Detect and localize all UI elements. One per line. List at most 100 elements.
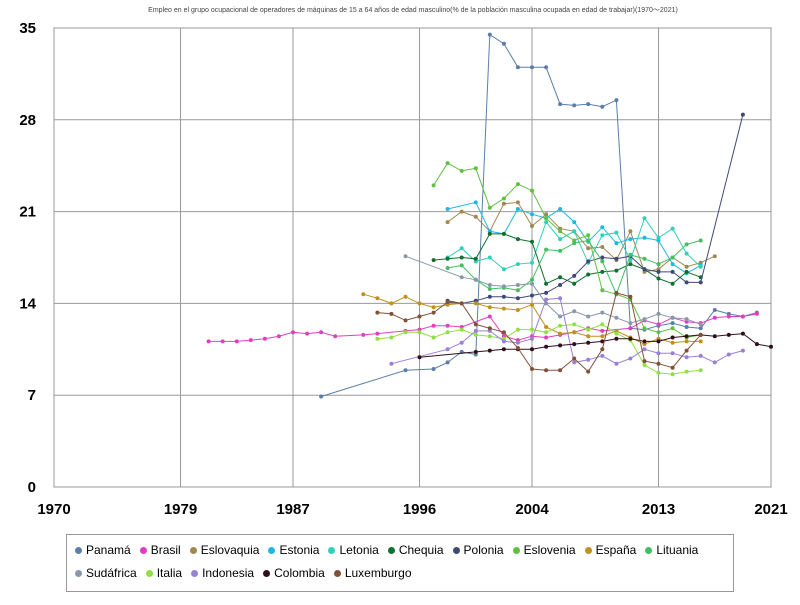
legend-label: Sudáfrica	[86, 566, 137, 580]
data-point-eslovaquia	[473, 214, 478, 219]
data-point-italia	[544, 330, 549, 335]
data-point-panama	[501, 41, 506, 46]
data-point-panama	[684, 325, 689, 329]
y-tick-label: 14	[19, 295, 36, 312]
x-tick-label: 1987	[276, 501, 309, 518]
data-point-luxemburgo	[403, 318, 408, 323]
data-point-italia	[459, 327, 464, 332]
data-point-brasil	[754, 311, 759, 316]
data-point-espana	[389, 301, 394, 306]
data-point-espana	[431, 305, 436, 310]
legend-item-estonia: Estonia	[268, 543, 319, 557]
data-point-luxemburgo	[572, 356, 577, 361]
data-point-espana	[515, 308, 520, 312]
data-point-colombia	[600, 339, 605, 344]
data-point-eslovaquia	[515, 200, 520, 205]
data-point-italia	[600, 322, 605, 327]
data-point-eslovaquia	[600, 245, 605, 249]
data-point-indonesia	[642, 347, 647, 352]
data-point-espana	[487, 305, 492, 310]
data-point-italia	[403, 330, 408, 335]
data-point-chequia	[670, 281, 675, 286]
data-point-estonia	[670, 262, 675, 267]
data-point-italia	[642, 363, 647, 367]
legend-label: Chequia	[398, 543, 444, 557]
data-point-indonesia	[600, 353, 605, 358]
data-point-indonesia	[684, 355, 689, 360]
data-point-indonesia	[558, 296, 563, 301]
data-point-espana	[361, 292, 366, 297]
data-point-eslovenia	[501, 196, 506, 201]
data-point-polonia	[515, 296, 520, 301]
data-point-luxemburgo	[670, 365, 675, 370]
y-tick-label: 35	[19, 20, 36, 37]
data-point-luxemburgo	[642, 359, 647, 364]
data-point-luxemburgo	[389, 311, 394, 316]
data-point-eslovenia	[544, 216, 549, 221]
series-italia	[375, 322, 703, 377]
data-point-eslovaquia	[712, 254, 717, 259]
data-point-polonia	[614, 256, 619, 261]
legend-item-espana: España	[584, 543, 637, 557]
data-point-lituania	[572, 241, 577, 246]
data-point-estonia	[530, 212, 534, 217]
data-point-lituania	[487, 287, 492, 291]
legend-label: Polonia	[463, 543, 504, 557]
data-point-lituania	[445, 266, 450, 270]
data-point-letonia	[544, 220, 549, 225]
data-point-sudafrica	[684, 317, 689, 322]
data-point-colombia	[473, 349, 478, 354]
data-point-indonesia	[473, 328, 478, 333]
data-point-sudafrica	[670, 315, 675, 320]
data-point-lituania	[670, 255, 675, 260]
legend-marker	[584, 546, 592, 554]
x-tick-label: 2004	[515, 501, 549, 518]
data-point-panama	[698, 326, 703, 331]
legend-label: España	[595, 543, 637, 557]
data-point-lituania	[656, 262, 661, 267]
data-point-espana	[417, 301, 422, 306]
data-point-letonia	[558, 237, 563, 242]
data-point-chequia	[445, 256, 450, 261]
data-point-chequia	[431, 258, 436, 263]
data-point-indonesia	[586, 357, 591, 362]
data-point-letonia	[656, 235, 661, 240]
data-point-brasil	[305, 331, 310, 336]
data-point-espana	[530, 302, 534, 307]
data-point-colombia	[614, 336, 619, 341]
data-point-letonia	[530, 260, 534, 265]
data-point-brasil	[740, 314, 745, 319]
data-point-colombia	[754, 342, 759, 347]
data-point-indonesia	[628, 356, 633, 361]
legend-marker	[263, 569, 271, 577]
legend-item-luxemburgo: Luxemburgo	[333, 566, 412, 580]
x-tick-label: 2013	[642, 501, 675, 518]
data-point-estonia	[642, 235, 647, 240]
data-point-eslovenia	[656, 330, 661, 335]
data-point-espana	[473, 301, 478, 306]
data-point-lituania	[642, 256, 647, 261]
data-point-panama	[670, 321, 675, 326]
data-point-panama	[544, 65, 549, 70]
data-point-estonia	[614, 241, 619, 246]
data-point-eslovaquia	[445, 220, 450, 225]
data-point-estonia	[445, 207, 450, 211]
data-point-estonia	[473, 200, 478, 205]
data-point-indonesia	[614, 361, 619, 366]
grid	[53, 27, 772, 488]
legend-item-eslovaquia: Eslovaquia	[189, 543, 259, 557]
legend-marker	[75, 546, 82, 554]
data-point-italia	[487, 334, 492, 339]
data-point-indonesia	[740, 348, 745, 353]
data-point-chequia	[487, 231, 492, 236]
data-point-brasil	[544, 335, 549, 340]
data-point-sudafrica	[600, 310, 605, 315]
data-point-italia	[684, 369, 689, 374]
data-point-panama	[558, 102, 563, 107]
data-point-luxemburgo	[698, 332, 703, 337]
data-point-brasil	[445, 323, 450, 328]
data-point-indonesia	[698, 353, 703, 358]
data-point-lituania	[684, 242, 689, 247]
series-line-italia	[377, 323, 701, 375]
